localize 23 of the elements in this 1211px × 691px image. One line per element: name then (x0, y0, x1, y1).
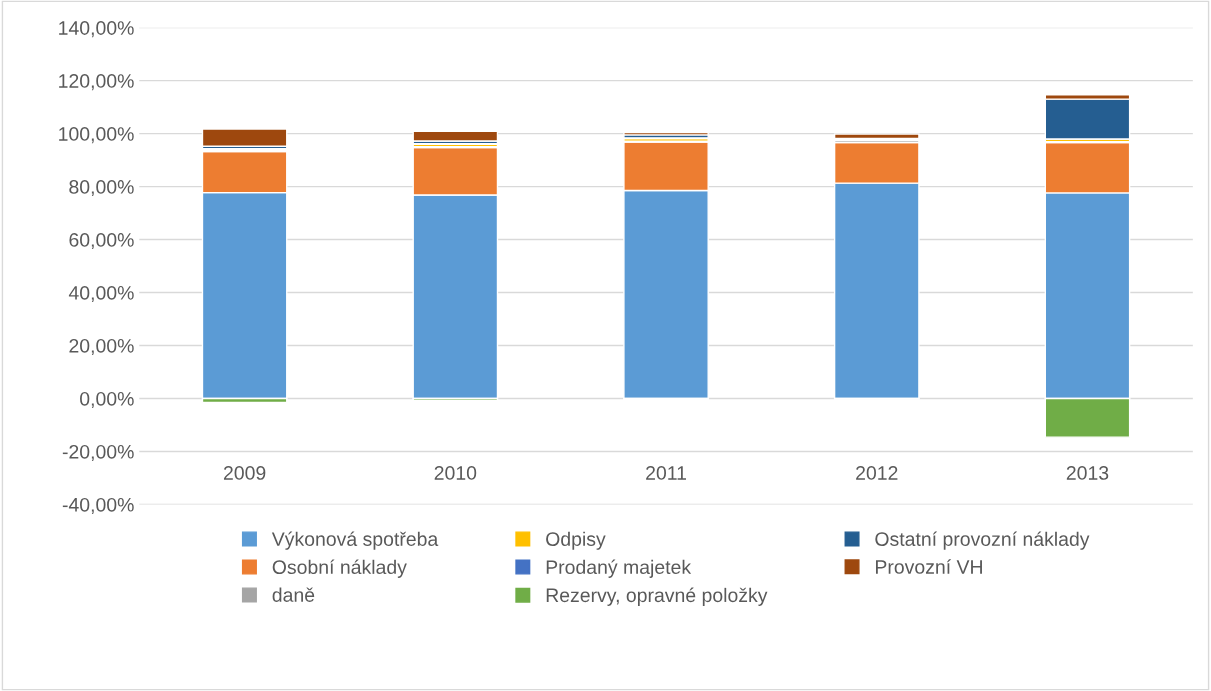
y-tick-label: 40,00% (68, 285, 134, 303)
legend-label: Rezervy, opravné položky (546, 587, 768, 606)
y-tick-label: 140,00% (59, 21, 134, 38)
y-tick-label: -40,00% (62, 497, 134, 514)
x-tick-label: 2009 (223, 466, 266, 480)
y-tick-label: 20,00% (69, 338, 134, 356)
y-tick-label: 0,00% (80, 391, 134, 409)
legend-label: Osobní náklady (272, 559, 407, 578)
legend-label: Odpisy (546, 531, 606, 550)
legend-label: Prodaný majetek (546, 559, 692, 578)
legend-label: Výkonová spotřeba (271, 531, 439, 550)
x-tick-label: 2011 (646, 466, 687, 480)
legend-label: Provozní VH (876, 559, 982, 574)
y-tick-label: -20,00% (62, 444, 134, 461)
legend-label: daně (272, 587, 315, 602)
y-tick-label: 80,00% (69, 180, 134, 197)
x-tick-label: 2013 (1066, 466, 1109, 480)
x-tick-label: 2010 (434, 466, 477, 480)
y-tick-label: 60,00% (69, 233, 134, 250)
x-tick-label: 2012 (856, 466, 898, 480)
y-tick-label: 120,00% (59, 74, 134, 91)
y-tick-label: 100,00% (59, 127, 134, 144)
legend-label: Ostatní provozní náklady (875, 531, 1090, 550)
